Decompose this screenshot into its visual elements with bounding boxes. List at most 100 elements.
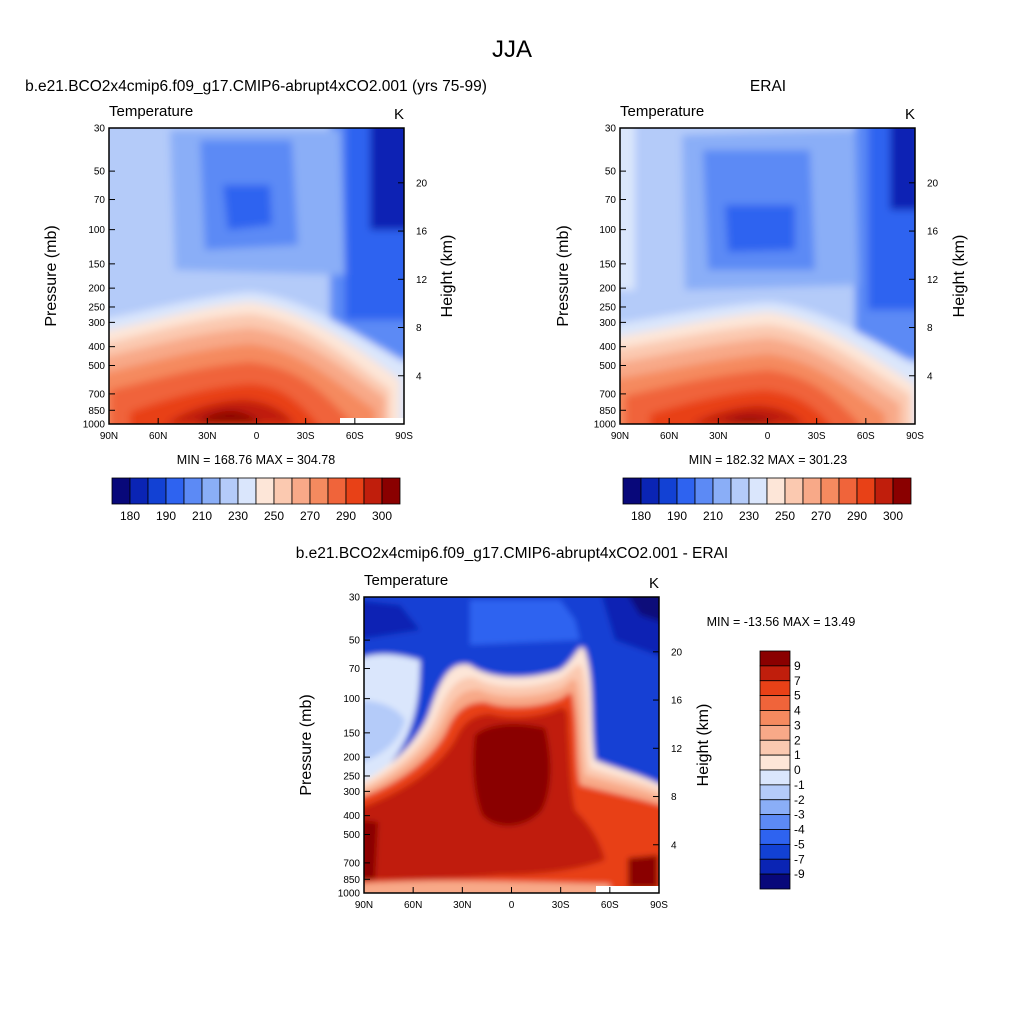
colorbar-swatch <box>694 477 714 505</box>
colorbar-swatch <box>291 477 311 505</box>
colorbar-label: 210 <box>192 509 212 523</box>
band-sfc-pale <box>364 880 610 893</box>
colorbar-swatch <box>759 710 791 726</box>
colorbar-label: 300 <box>883 509 903 523</box>
colorbar-swatch <box>802 477 822 505</box>
colorbar-label: 270 <box>811 509 831 523</box>
colorbar-label: 2 <box>794 733 801 747</box>
colorbar-swatch <box>219 477 239 505</box>
x-tick-label: 90S <box>906 431 924 442</box>
y-tick-label: 200 <box>88 284 105 295</box>
colorbar-swatch <box>363 477 383 505</box>
y-right-tick-label: 20 <box>927 178 939 189</box>
x-tick-label: 30S <box>297 431 315 442</box>
colorbar-label: -7 <box>794 852 805 866</box>
y-right-tick-label: 8 <box>927 323 933 334</box>
panel-diff-ylabel-right: Height (km) <box>695 704 712 787</box>
panel-model-stats: MIN = 168.76 MAX = 304.78 <box>177 453 335 467</box>
y-tick-label: 50 <box>94 167 106 178</box>
panel-model-field <box>109 128 404 424</box>
colorbar-swatch <box>784 477 804 505</box>
band-strat-polar-4 <box>629 597 659 622</box>
x-tick-label: 90N <box>355 900 373 911</box>
y-tick-label: 1000 <box>594 420 617 431</box>
panel-obs-colorbar: 180 190 210 230 250 270 290 300 <box>622 477 912 523</box>
colorbar-swatch <box>759 695 791 711</box>
band-warm-core <box>473 724 551 826</box>
colorbar-label: 4 <box>794 704 801 718</box>
panel-obs-ylabel-right: Height (km) <box>951 235 968 318</box>
colorbar-label: 250 <box>775 509 795 523</box>
colorbar-swatch <box>759 799 791 816</box>
colorbar-swatch <box>838 477 858 505</box>
band-pole-dark <box>890 128 915 210</box>
y-tick-label: 250 <box>343 771 360 782</box>
y-tick-label: 50 <box>349 636 361 647</box>
colorbar-label: 290 <box>847 509 867 523</box>
band-west-pale <box>620 128 635 290</box>
colorbar-label: -5 <box>794 837 805 851</box>
panel-diff-field <box>364 597 659 893</box>
y-tick-label: 250 <box>88 302 105 313</box>
colorbar-label: 180 <box>120 509 140 523</box>
panel-diff-y-ticks: 30 50 70 100 150 200 250 300 400 500 700 850 1000 <box>338 593 370 900</box>
colorbar-swatch <box>759 680 791 697</box>
y-tick-label: 300 <box>88 318 105 329</box>
colorbar-swatch <box>759 650 791 667</box>
x-tick-label: 30N <box>709 431 727 442</box>
colorbar-label: 300 <box>372 509 392 523</box>
y-tick-label: 150 <box>343 728 360 739</box>
colorbar-label: 9 <box>794 659 801 673</box>
colorbar-swatch <box>676 477 696 505</box>
colorbar-label: -2 <box>794 793 805 807</box>
colorbar-swatch <box>759 843 791 860</box>
colorbar-swatch <box>147 477 167 505</box>
colorbar-label: -3 <box>794 808 805 822</box>
panel-diff-stats: MIN = -13.56 MAX = 13.49 <box>707 615 856 629</box>
y-right-tick-label: 12 <box>416 275 428 286</box>
colorbar-swatch <box>856 477 876 505</box>
y-tick-label: 850 <box>343 875 360 886</box>
x-tick-label: 0 <box>765 431 771 442</box>
panel-obs-y-ticks: 30 50 70 100 150 200 250 300 400 500 700 850 1000 <box>594 124 626 431</box>
y-tick-label: 100 <box>599 225 616 236</box>
panel-diff-left-string: Temperature <box>364 572 448 589</box>
y-right-tick-label: 16 <box>927 227 939 238</box>
colorbar-swatch <box>345 477 365 505</box>
colorbar-swatch <box>111 477 131 505</box>
y-tick-label: 400 <box>88 342 105 353</box>
colorbar-swatch <box>658 477 678 505</box>
x-tick-label: 60S <box>601 900 619 911</box>
y-tick-label: 400 <box>343 811 360 822</box>
colorbar-swatch <box>759 665 791 682</box>
x-tick-label: 60N <box>404 900 422 911</box>
panel-obs-title: ERAI <box>750 78 786 95</box>
y-right-tick-label: 4 <box>671 840 677 851</box>
band-warm-sfc-west <box>364 820 378 880</box>
colorbar-label: 0 <box>794 763 801 777</box>
colorbar-swatch <box>165 477 185 505</box>
panel-obs-yr-ticks: 4 8 12 16 20 <box>909 178 939 382</box>
colorbar-swatch <box>237 477 257 505</box>
y-tick-label: 150 <box>599 259 616 270</box>
y-tick-label: 500 <box>343 830 360 841</box>
x-tick-label: 30N <box>453 900 471 911</box>
x-tick-label: 30S <box>552 900 570 911</box>
colorbar-swatch <box>759 829 791 845</box>
y-right-tick-label: 20 <box>416 178 428 189</box>
panel-obs-stats: MIN = 182.32 MAX = 301.23 <box>689 453 847 467</box>
colorbar-swatch <box>759 769 791 786</box>
panel-model-x-ticks: 90N 60N 30N 0 30S 60S 90S <box>100 418 413 442</box>
panel-diff-x-ticks: 90N 60N 30N 0 30S 60S 90S <box>355 887 668 911</box>
y-tick-label: 30 <box>94 124 106 135</box>
colorbar-swatch <box>381 477 401 505</box>
colorbar-label: -4 <box>794 823 805 837</box>
panel-obs-right-string: K <box>905 106 915 123</box>
x-tick-label: 60S <box>346 431 364 442</box>
colorbar-swatch <box>759 754 791 771</box>
y-tick-label: 850 <box>88 406 105 417</box>
y-tick-label: 700 <box>599 389 616 400</box>
colorbar-label: 190 <box>156 509 176 523</box>
missing-data-mask <box>596 886 659 893</box>
